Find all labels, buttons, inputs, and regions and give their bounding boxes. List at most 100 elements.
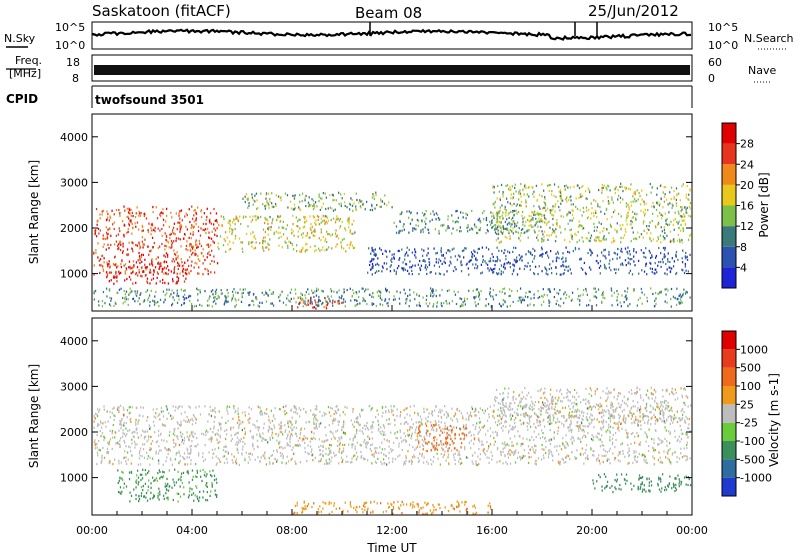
data-cell (686, 255, 688, 258)
data-cell (170, 239, 173, 243)
data-cell (215, 455, 217, 458)
data-cell (360, 450, 362, 454)
data-cell (425, 222, 427, 226)
data-cell (453, 456, 455, 459)
data-cell (194, 252, 196, 255)
data-cell (538, 265, 540, 268)
data-cell (379, 303, 381, 306)
data-cell (261, 291, 263, 294)
data-cell (590, 413, 592, 416)
data-cell (533, 293, 535, 296)
freq-tick-8: 8 (72, 72, 79, 85)
data-cell (512, 453, 515, 456)
data-cell (629, 411, 631, 414)
data-cell (395, 272, 397, 276)
data-cell (655, 297, 657, 300)
data-cell (666, 440, 668, 443)
data-cell (559, 209, 561, 212)
data-cell (688, 234, 691, 238)
data-cell (514, 435, 516, 438)
data-cell (97, 227, 100, 230)
data-cell (172, 296, 174, 299)
data-cell (640, 249, 642, 252)
data-cell (364, 208, 366, 211)
data-cell (568, 251, 571, 254)
data-cell (645, 225, 648, 228)
data-cell (614, 431, 617, 435)
data-cell (525, 413, 528, 416)
data-cell (413, 227, 416, 230)
data-cell (218, 247, 220, 251)
data-cell (531, 436, 533, 439)
data-cell (441, 262, 443, 265)
data-cell (269, 200, 271, 203)
data-cell (571, 209, 573, 212)
data-cell (226, 288, 228, 292)
data-cell (112, 262, 115, 266)
data-cell (384, 249, 386, 252)
data-cell (436, 438, 438, 441)
data-cell (376, 409, 378, 412)
data-cell (285, 228, 287, 231)
data-cell (519, 204, 522, 207)
data-cell (94, 229, 96, 233)
data-cell (669, 414, 671, 418)
data-cell (309, 215, 311, 218)
data-cell (566, 200, 568, 203)
data-cell (586, 217, 589, 220)
noise-sky-label: N.Sky (4, 32, 36, 45)
data-cell (169, 449, 172, 452)
data-cell (248, 421, 250, 424)
data-cell (547, 256, 550, 259)
data-cell (504, 211, 507, 215)
data-cell (662, 261, 664, 264)
data-cell (379, 290, 381, 293)
data-cell (506, 227, 508, 230)
data-cell (613, 251, 615, 254)
data-cell (118, 442, 120, 446)
data-cell (309, 300, 311, 303)
data-cell (268, 192, 270, 195)
data-cell (502, 195, 504, 198)
data-cell (252, 423, 254, 426)
data-cell (129, 291, 131, 294)
data-cell (177, 255, 179, 258)
data-cell (441, 288, 443, 291)
data-cell (492, 186, 494, 189)
data-cell (343, 192, 346, 196)
data-cell (183, 419, 185, 422)
data-cell (188, 272, 191, 275)
data-cell (546, 234, 548, 237)
data-cell (416, 445, 419, 448)
data-cell (237, 451, 239, 454)
data-cell (157, 227, 159, 230)
data-cell (349, 242, 352, 245)
data-cell (118, 406, 120, 409)
data-cell (317, 288, 319, 291)
data-cell (323, 440, 325, 443)
data-cell (668, 405, 670, 408)
data-cell (419, 415, 422, 418)
data-cell (475, 304, 477, 307)
data-cell (373, 195, 375, 198)
data-cell (285, 462, 287, 465)
data-cell (514, 225, 516, 228)
data-cell (299, 227, 301, 230)
data-cell (628, 250, 631, 253)
data-cell (273, 205, 275, 209)
data-cell (612, 201, 615, 204)
data-cell (513, 418, 516, 422)
data-cell (655, 302, 657, 306)
data-cell (509, 304, 512, 307)
data-cell (451, 248, 453, 251)
data-cell (619, 201, 622, 204)
data-cell (252, 199, 254, 202)
data-cell (677, 210, 680, 213)
data-cell (125, 460, 127, 463)
data-cell (189, 418, 192, 422)
data-cell (432, 288, 434, 291)
data-cell (433, 293, 435, 296)
data-cell (226, 457, 228, 461)
data-cell (592, 212, 595, 215)
data-cell (182, 264, 185, 267)
